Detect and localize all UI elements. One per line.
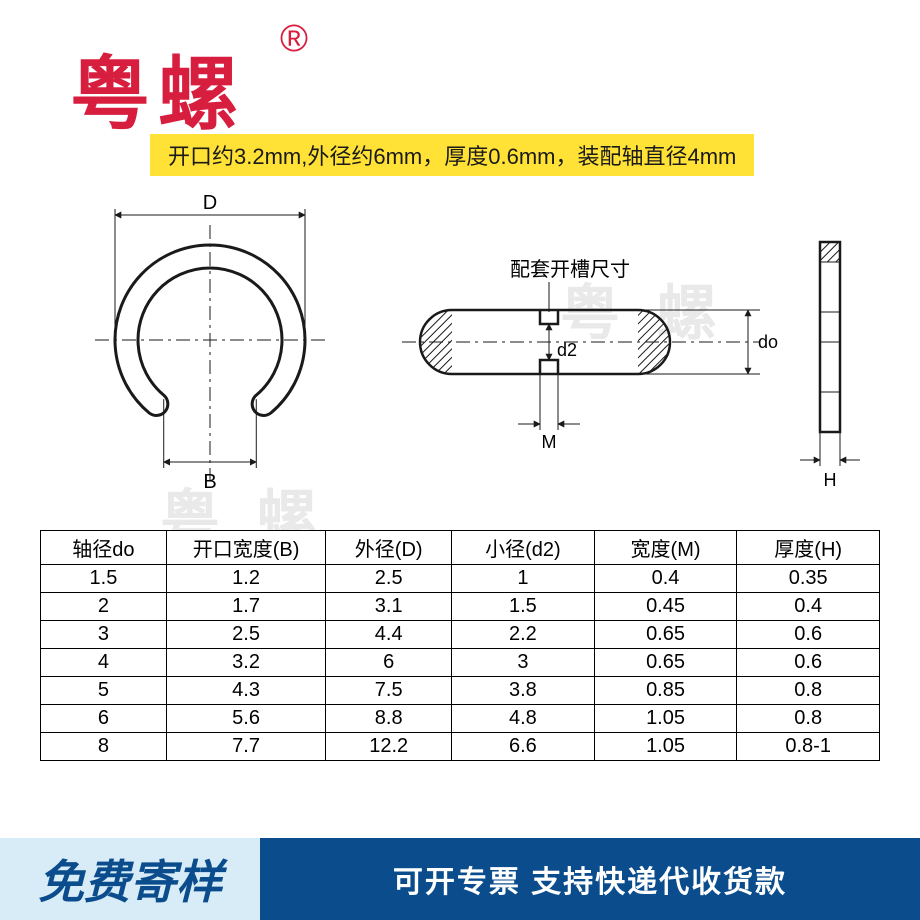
promo-banner: 免费寄样 可开专票 支持快递代收货款 — [0, 838, 920, 920]
registered-mark: ® — [280, 18, 308, 61]
table-header: 小径(d2) — [452, 531, 595, 565]
table-header: 厚度(H) — [737, 531, 880, 565]
table-row: 1.51.22.510.40.35 — [41, 565, 880, 593]
svg-text:do: do — [758, 332, 778, 352]
table-header: 外径(D) — [326, 531, 452, 565]
spec-bar: 开口约3.2mm,外径约6mm，厚度0.6mm，装配轴直径4mm — [150, 134, 754, 176]
svg-text:D: D — [203, 192, 217, 214]
svg-text:B: B — [203, 471, 216, 493]
svg-text:M: M — [542, 432, 557, 452]
table-row: 32.54.42.20.650.6 — [41, 621, 880, 649]
banner-left: 免费寄样 — [0, 838, 260, 920]
table-header: 宽度(M) — [594, 531, 737, 565]
table-header: 开口宽度(B) — [166, 531, 325, 565]
table-row: 54.37.53.80.850.8 — [41, 677, 880, 705]
svg-text:d2: d2 — [557, 340, 577, 360]
table-row: 43.2630.650.6 — [41, 649, 880, 677]
banner-right: 可开专票 支持快递代收货款 — [260, 838, 920, 920]
brand-name: 粤螺 — [70, 30, 246, 146]
table-header: 轴径do — [41, 531, 167, 565]
svg-text:配套开槽尺寸: 配套开槽尺寸 — [510, 258, 630, 281]
engineering-diagram: D B 配套开槽尺寸 d2 do M H — [50, 190, 870, 510]
svg-text:H: H — [824, 470, 837, 490]
table-row: 21.73.11.50.450.4 — [41, 593, 880, 621]
table-row: 65.68.84.81.050.8 — [41, 705, 880, 733]
table-row: 87.712.26.61.050.8-1 — [41, 733, 880, 761]
spec-table: 轴径do开口宽度(B)外径(D)小径(d2)宽度(M)厚度(H)1.51.22.… — [40, 530, 880, 761]
